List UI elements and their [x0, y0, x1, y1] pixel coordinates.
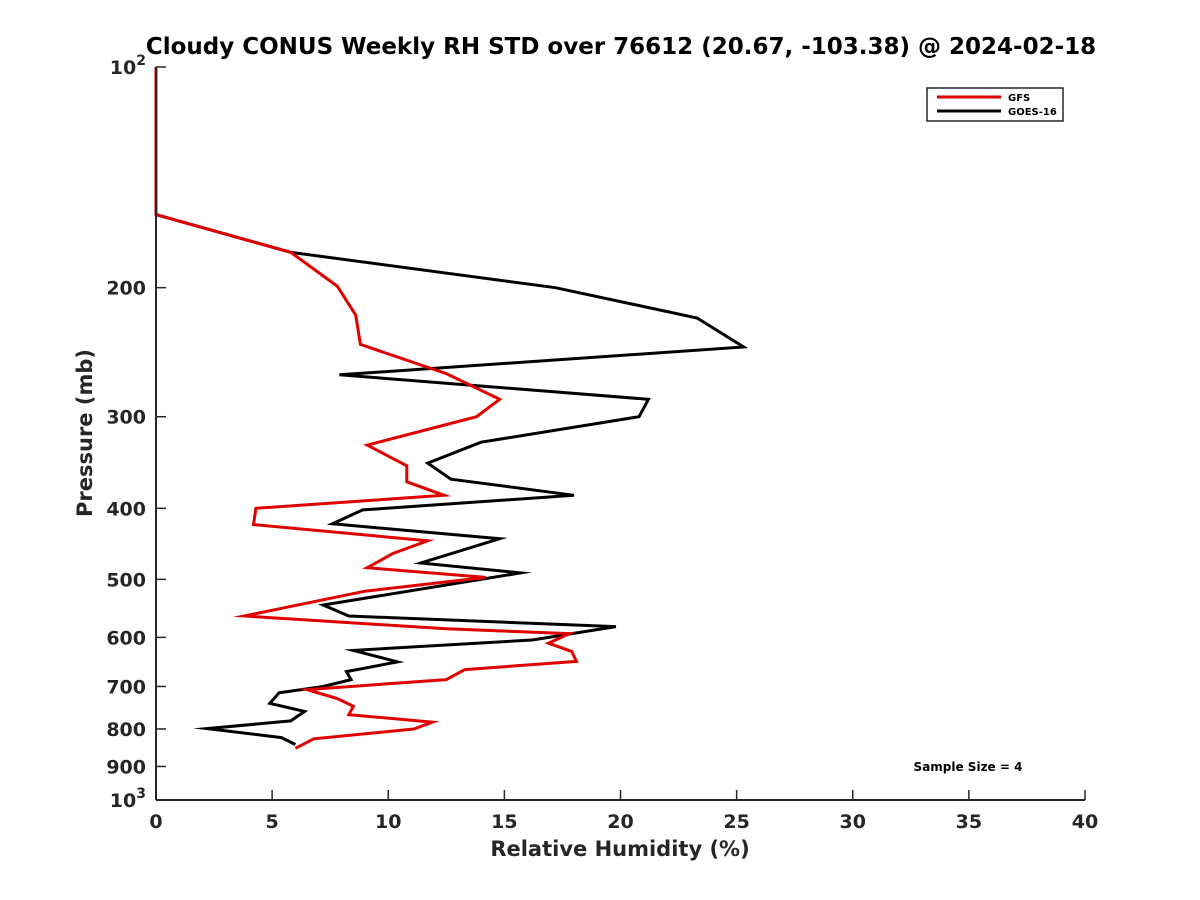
x-axis-label: Relative Humidity (%) — [490, 837, 749, 861]
x-tick-label: 40 — [1072, 811, 1098, 833]
legend-box — [926, 87, 1064, 122]
chart-title: Cloudy CONUS Weekly RH STD over 76612 (2… — [146, 34, 1096, 60]
sample-size-annotation: Sample Size = 4 — [914, 760, 1023, 774]
y-tick-label: 200 — [106, 278, 146, 300]
legend-label-gfs: GFS — [1008, 93, 1030, 104]
y-tick-label: 103 — [110, 786, 146, 812]
y-tick-label: 400 — [106, 498, 146, 520]
x-tick-label: 15 — [491, 811, 517, 833]
series-layer — [154, 67, 749, 750]
y-tick-label: 300 — [106, 407, 146, 429]
y-tick-label: 102 — [110, 53, 146, 79]
y-ticks: 102 200 300 400 500 600 700 800 900 103 — [106, 53, 166, 812]
x-ticks: 0 5 10 15 20 25 30 35 40 — [149, 790, 1098, 833]
x-tick-label: 35 — [956, 811, 982, 833]
x-tick-label: 5 — [266, 811, 279, 833]
y-tick-label: 900 — [106, 756, 146, 778]
legend: GFS GOES-16 — [926, 87, 1064, 122]
y-axis-label: Pressure (mb) — [73, 349, 97, 517]
x-tick-label: 20 — [607, 811, 633, 833]
y-tick-label: 600 — [106, 627, 146, 649]
series-line-goes16 — [154, 67, 749, 746]
y-tick-label: 800 — [106, 719, 146, 741]
x-tick-label: 25 — [723, 811, 749, 833]
y-tick-label: 500 — [106, 569, 146, 591]
x-tick-label: 30 — [840, 811, 866, 833]
y-tick-label: 700 — [106, 676, 146, 698]
legend-label-goes16: GOES-16 — [1008, 107, 1057, 118]
x-tick-label: 10 — [375, 811, 401, 833]
x-tick-label: 0 — [149, 811, 162, 833]
series-line-gfs — [154, 67, 579, 750]
